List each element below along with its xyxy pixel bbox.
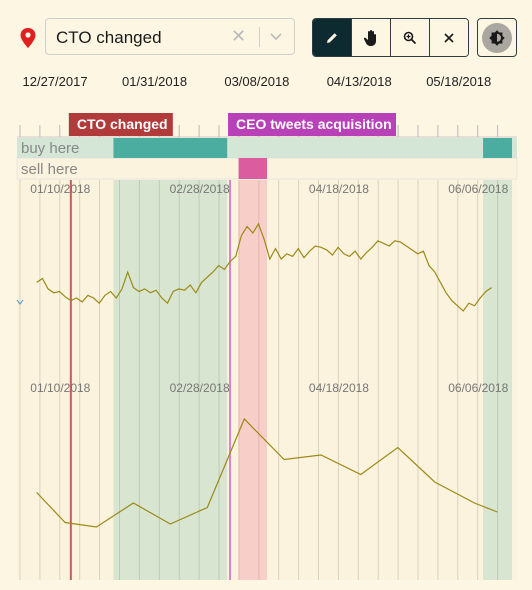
buy-region <box>113 180 228 580</box>
right-edge-mask <box>517 178 532 590</box>
series-line-1 <box>36 222 492 312</box>
buy-band-segment <box>113 138 228 158</box>
inner-axis-tick-label: 04/18/2018 <box>309 182 369 196</box>
pencil-icon <box>327 32 337 43</box>
event-label-box <box>228 113 397 136</box>
inner-axis-tick-label: 06/06/2018 <box>448 182 508 196</box>
inner-axis-tick-label: 02/28/2018 <box>170 381 230 395</box>
inner-axis-tick-label: 06/06/2018 <box>448 381 508 395</box>
draw-tool-button[interactable] <box>313 19 352 56</box>
theme-toggle-icon <box>489 29 505 46</box>
event-label: CTO changed <box>77 116 168 132</box>
series-line-2 <box>36 417 498 528</box>
top-axis-tick-label: 12/27/2017 <box>23 74 88 89</box>
buy-region <box>483 180 512 580</box>
select-separator <box>259 27 260 47</box>
annotation-select-value: CTO changed <box>56 28 162 47</box>
inner-axis-tick-label: 01/10/2018 <box>30 381 90 395</box>
event-label-box <box>68 113 173 136</box>
close-icon <box>444 32 454 43</box>
clear-tool-button[interactable] <box>430 19 468 56</box>
top-axis-tick-label: 03/08/2018 <box>224 74 289 89</box>
annotation-select[interactable]: CTO changed ✕ <box>45 18 295 55</box>
zoom-in-icon <box>403 31 417 44</box>
map-pin-icon <box>20 28 36 48</box>
zoom-tool-button[interactable] <box>391 19 430 56</box>
sell-band-segment <box>238 158 267 179</box>
tool-group <box>312 18 469 57</box>
axis-marker-icon <box>16 299 24 305</box>
plot-background <box>17 137 517 580</box>
pan-tool-button[interactable] <box>352 19 391 56</box>
top-axis-tick-label: 04/13/2018 <box>327 74 392 89</box>
theme-toggle-button[interactable] <box>477 18 517 57</box>
clear-x-icon[interactable]: ✕ <box>231 26 247 46</box>
inner-axis-tick-label: 02/28/2018 <box>170 182 230 196</box>
toolbar: CTO changed ✕ <box>0 0 532 72</box>
inner-axis-tick-label: 01/10/2018 <box>30 182 90 196</box>
chevron-down-icon[interactable] <box>269 29 283 43</box>
sell-region <box>238 180 267 580</box>
sell-track <box>16 157 518 180</box>
buy-track <box>17 138 517 158</box>
inner-axis-tick-label: 04/18/2018 <box>309 381 369 395</box>
buy-track-label: buy here <box>21 140 79 157</box>
sell-track-label: sell here <box>21 161 78 178</box>
event-label: CEO tweets acquisition <box>236 116 392 132</box>
buy-band-segment <box>483 138 512 158</box>
top-axis-tick-label: 01/31/2018 <box>122 74 187 89</box>
top-axis-tick-label: 05/18/2018 <box>426 74 491 89</box>
theme-toggle-circle <box>482 22 512 53</box>
hand-icon <box>363 29 376 46</box>
